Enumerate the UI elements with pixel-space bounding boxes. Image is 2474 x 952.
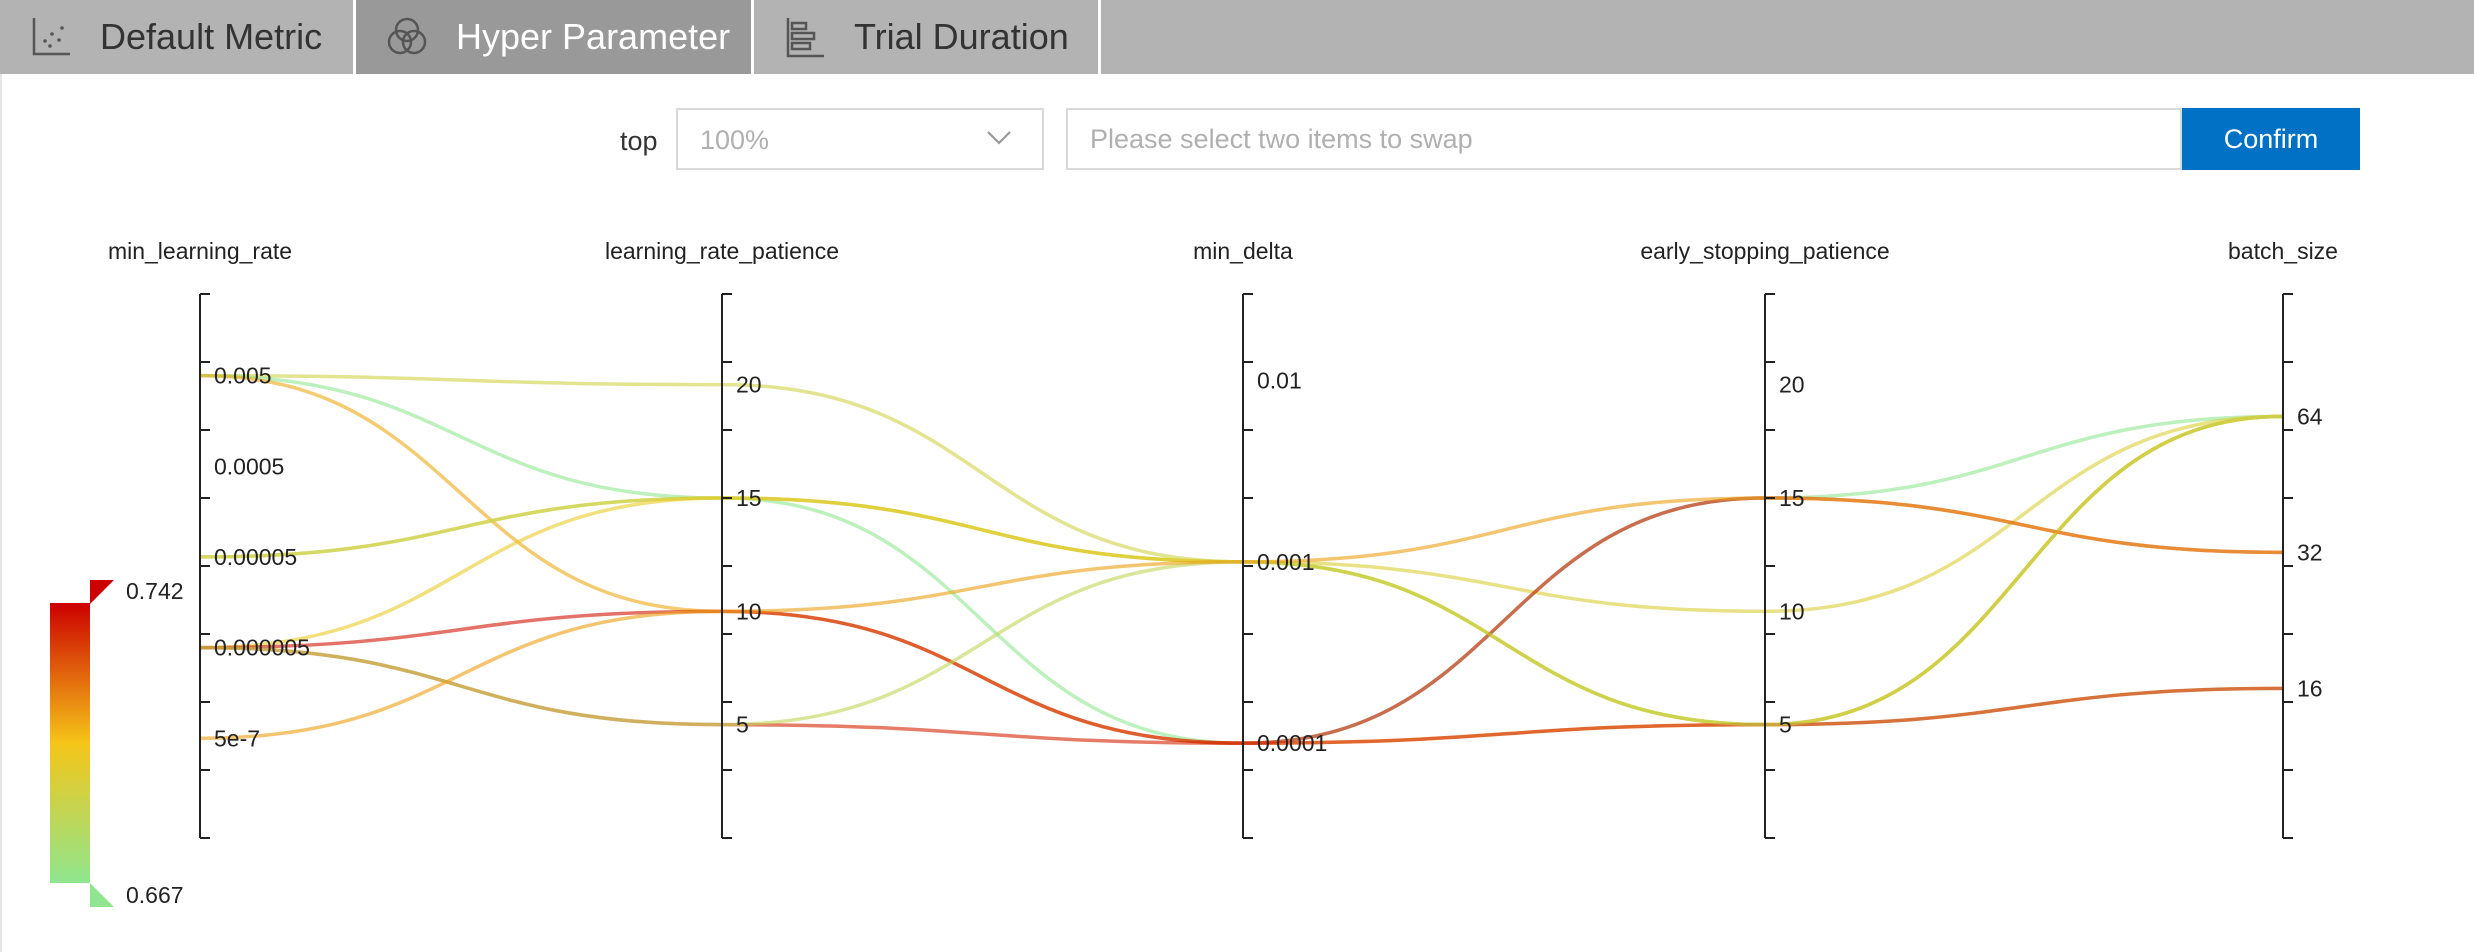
tab-trial-duration[interactable]: Trial Duration xyxy=(754,0,1101,74)
top-percent-value: 100% xyxy=(700,125,770,155)
tab-default-metric[interactable]: Default Metric xyxy=(0,0,356,74)
venn-circles-icon xyxy=(387,17,427,55)
tab-hyper-parameter[interactable]: Hyper Parameter xyxy=(356,0,754,74)
tick-label: 20 xyxy=(736,372,762,398)
top-percent-select[interactable]: 100% xyxy=(676,108,1044,170)
color-scale-max-label: 0.742 xyxy=(126,578,184,604)
trial-line xyxy=(199,645,2284,745)
trial-line xyxy=(199,414,2284,727)
tab-label: Trial Duration xyxy=(854,16,1069,57)
color-scale-bar xyxy=(50,603,90,883)
tick-label: 5 xyxy=(1779,712,1792,738)
swap-axes-input[interactable] xyxy=(1066,108,2182,170)
chevron-down-icon xyxy=(987,131,1011,145)
tick-label: 20 xyxy=(1779,372,1805,398)
axis-title: min_learning_rate xyxy=(108,238,292,264)
trial-line xyxy=(199,373,2284,745)
confirm-button[interactable]: Confirm xyxy=(2182,108,2360,170)
tick-label: 10 xyxy=(1779,598,1805,624)
axis-title: min_delta xyxy=(1193,238,1293,264)
trial-line xyxy=(199,496,2284,727)
tick-label: 10 xyxy=(736,598,762,624)
tick-label: 32 xyxy=(2297,539,2323,565)
tick-label: 64 xyxy=(2297,403,2323,429)
axis-title: learning_rate_patience xyxy=(605,238,839,264)
color-scale-min-handle xyxy=(90,883,114,907)
tick-label: 15 xyxy=(1779,485,1805,511)
color-scale-min-label: 0.667 xyxy=(126,882,184,908)
tick-label: 16 xyxy=(2297,675,2323,701)
color-scale-max-handle xyxy=(90,580,114,604)
tick-label: 0.0001 xyxy=(1257,730,1327,756)
trial-line xyxy=(199,373,2284,745)
tick-label: 5 xyxy=(736,712,749,738)
tick-label: 0.0005 xyxy=(214,453,284,479)
tick-label: 0.000005 xyxy=(214,635,310,661)
tick-label: 0.001 xyxy=(1257,549,1315,575)
top-label: top xyxy=(620,126,658,156)
hyper-parameter-panel xyxy=(0,74,2474,952)
trial-line xyxy=(199,414,2284,727)
tab-bar: Default Metric Hyper Parameter Trial Dur… xyxy=(0,0,2474,74)
tick-label: 0.005 xyxy=(214,363,272,389)
axis-title: batch_size xyxy=(2228,238,2338,264)
tick-label: 15 xyxy=(736,485,762,511)
axis-title: early_stopping_patience xyxy=(1640,238,1889,264)
scatter-plot-icon xyxy=(32,18,70,56)
bar-chart-icon xyxy=(786,18,824,58)
tick-label: 0.00005 xyxy=(214,544,297,570)
tab-label: Hyper Parameter xyxy=(456,16,731,57)
tick-label: 0.01 xyxy=(1257,368,1302,394)
tick-label: 5e-7 xyxy=(214,725,260,751)
trial-line xyxy=(199,496,2284,745)
tab-label: Default Metric xyxy=(100,16,323,57)
